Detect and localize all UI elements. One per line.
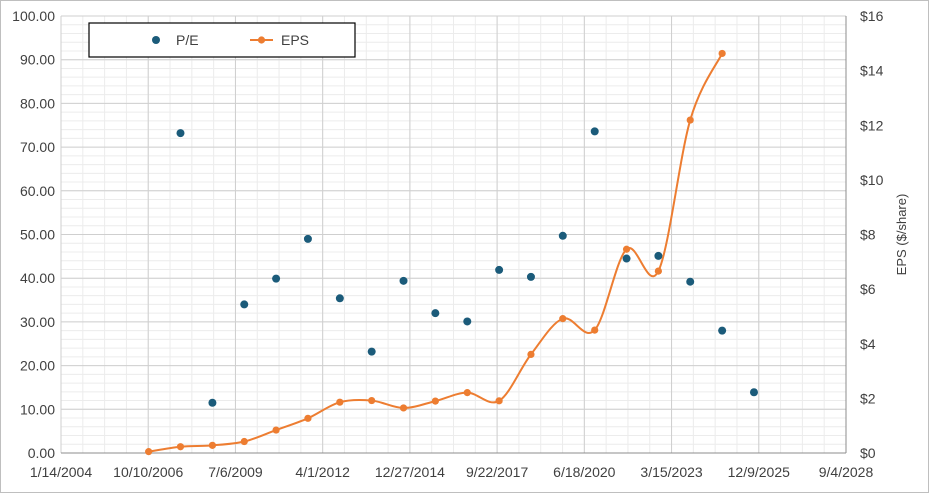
pe-point bbox=[558, 231, 567, 240]
right-axis-tick-label: $4 bbox=[860, 336, 876, 352]
x-axis-tick-label: 9/22/2017 bbox=[466, 464, 528, 480]
pe-point bbox=[208, 398, 217, 407]
left-axis-tick-label: 0.00 bbox=[28, 445, 55, 461]
eps-point bbox=[686, 116, 694, 124]
pe-point bbox=[654, 251, 663, 260]
legend: P/E EPS bbox=[88, 22, 356, 58]
left-axis-tick-label: 10.00 bbox=[20, 401, 55, 417]
eps-point bbox=[654, 267, 662, 275]
right-axis-tick-label: $6 bbox=[860, 281, 876, 297]
right-axis-title: EPS ($/share) bbox=[894, 194, 909, 276]
left-axis-tick-label: 40.00 bbox=[20, 270, 55, 286]
x-axis-tick-labels: 1/14/2004 10/10/2006 7/6/2009 4/1/2012 12/27… bbox=[30, 464, 874, 480]
right-axis-tick-label: $0 bbox=[860, 445, 876, 461]
eps-point bbox=[591, 326, 599, 334]
legend-box bbox=[88, 22, 356, 58]
right-axis-tick-label: $10 bbox=[860, 172, 884, 188]
eps-point bbox=[463, 389, 471, 397]
pe-point bbox=[749, 388, 758, 397]
right-axis-tick-labels: $0 $2 $4 $6 $8 $10 $12 $14 $16 bbox=[860, 8, 884, 461]
left-axis-tick-label: 70.00 bbox=[20, 139, 55, 155]
eps-series bbox=[145, 49, 726, 456]
eps-point bbox=[527, 350, 535, 359]
x-axis-tick-label: 7/6/2009 bbox=[208, 464, 263, 480]
pe-point bbox=[495, 265, 504, 274]
x-axis-tick-label: 12/27/2014 bbox=[375, 464, 445, 480]
left-axis-tick-label: 100.00 bbox=[12, 8, 55, 24]
x-axis-tick-label: 4/1/2012 bbox=[295, 464, 350, 480]
left-axis-tick-label: 90.00 bbox=[20, 52, 55, 68]
right-axis-tick-label: $12 bbox=[860, 117, 884, 133]
right-axis-tick-label: $14 bbox=[860, 63, 884, 79]
left-axis-tick-labels: 0.00 10.00 20.00 30.00 40.00 50.00 60.00 70.00 8… bbox=[12, 8, 55, 461]
eps-point bbox=[622, 245, 631, 253]
pe-point bbox=[335, 294, 344, 303]
eps-point bbox=[368, 396, 376, 405]
left-axis-tick-label: 20.00 bbox=[20, 358, 55, 374]
eps-point bbox=[399, 404, 408, 412]
left-axis-tick-label: 50.00 bbox=[20, 227, 55, 243]
eps-point bbox=[272, 426, 280, 434]
left-axis-tick-label: 80.00 bbox=[20, 95, 55, 111]
x-axis-tick-label: 10/10/2006 bbox=[113, 464, 183, 480]
pe-point bbox=[463, 317, 472, 326]
x-axis-tick-label: 9/4/2028 bbox=[819, 464, 874, 480]
eps-point bbox=[304, 414, 312, 422]
eps-point bbox=[431, 397, 439, 405]
pe-series bbox=[176, 127, 758, 407]
pe-point bbox=[303, 234, 312, 243]
eps-point bbox=[208, 441, 217, 449]
legend-eps-label: EPS bbox=[281, 32, 309, 48]
eps-point bbox=[559, 315, 567, 323]
x-axis-tick-label: 3/15/2023 bbox=[640, 464, 702, 480]
legend-eps-marker bbox=[257, 36, 266, 44]
eps-point bbox=[240, 437, 248, 446]
right-axis-tick-label: $16 bbox=[860, 8, 884, 24]
left-axis-tick-label: 60.00 bbox=[20, 183, 55, 199]
pe-point bbox=[590, 127, 599, 136]
eps-point bbox=[495, 397, 503, 405]
eps-point bbox=[718, 49, 726, 58]
pe-point bbox=[526, 272, 535, 281]
right-axis-tick-label: $8 bbox=[860, 227, 876, 243]
left-axis-tick-label: 30.00 bbox=[20, 314, 55, 330]
x-axis-tick-label: 6/18/2020 bbox=[553, 464, 615, 480]
pe-point bbox=[431, 309, 440, 318]
pe-point bbox=[272, 274, 281, 283]
axes bbox=[61, 16, 847, 454]
pe-point bbox=[718, 326, 727, 335]
right-axis-tick-label: $2 bbox=[860, 390, 876, 406]
x-axis-tick-label: 12/9/2025 bbox=[728, 464, 790, 480]
pe-point bbox=[686, 277, 695, 286]
eps-point bbox=[145, 448, 153, 456]
eps-point bbox=[336, 398, 344, 406]
pe-point bbox=[240, 300, 249, 309]
pe-point bbox=[622, 254, 631, 263]
pe-point bbox=[176, 129, 185, 138]
x-axis-tick-label: 1/14/2004 bbox=[30, 464, 92, 480]
eps-point bbox=[176, 443, 185, 451]
pe-point bbox=[367, 347, 376, 356]
pe-point bbox=[399, 276, 408, 285]
legend-pe-label: P/E bbox=[176, 32, 199, 48]
legend-pe-marker bbox=[152, 36, 160, 44]
